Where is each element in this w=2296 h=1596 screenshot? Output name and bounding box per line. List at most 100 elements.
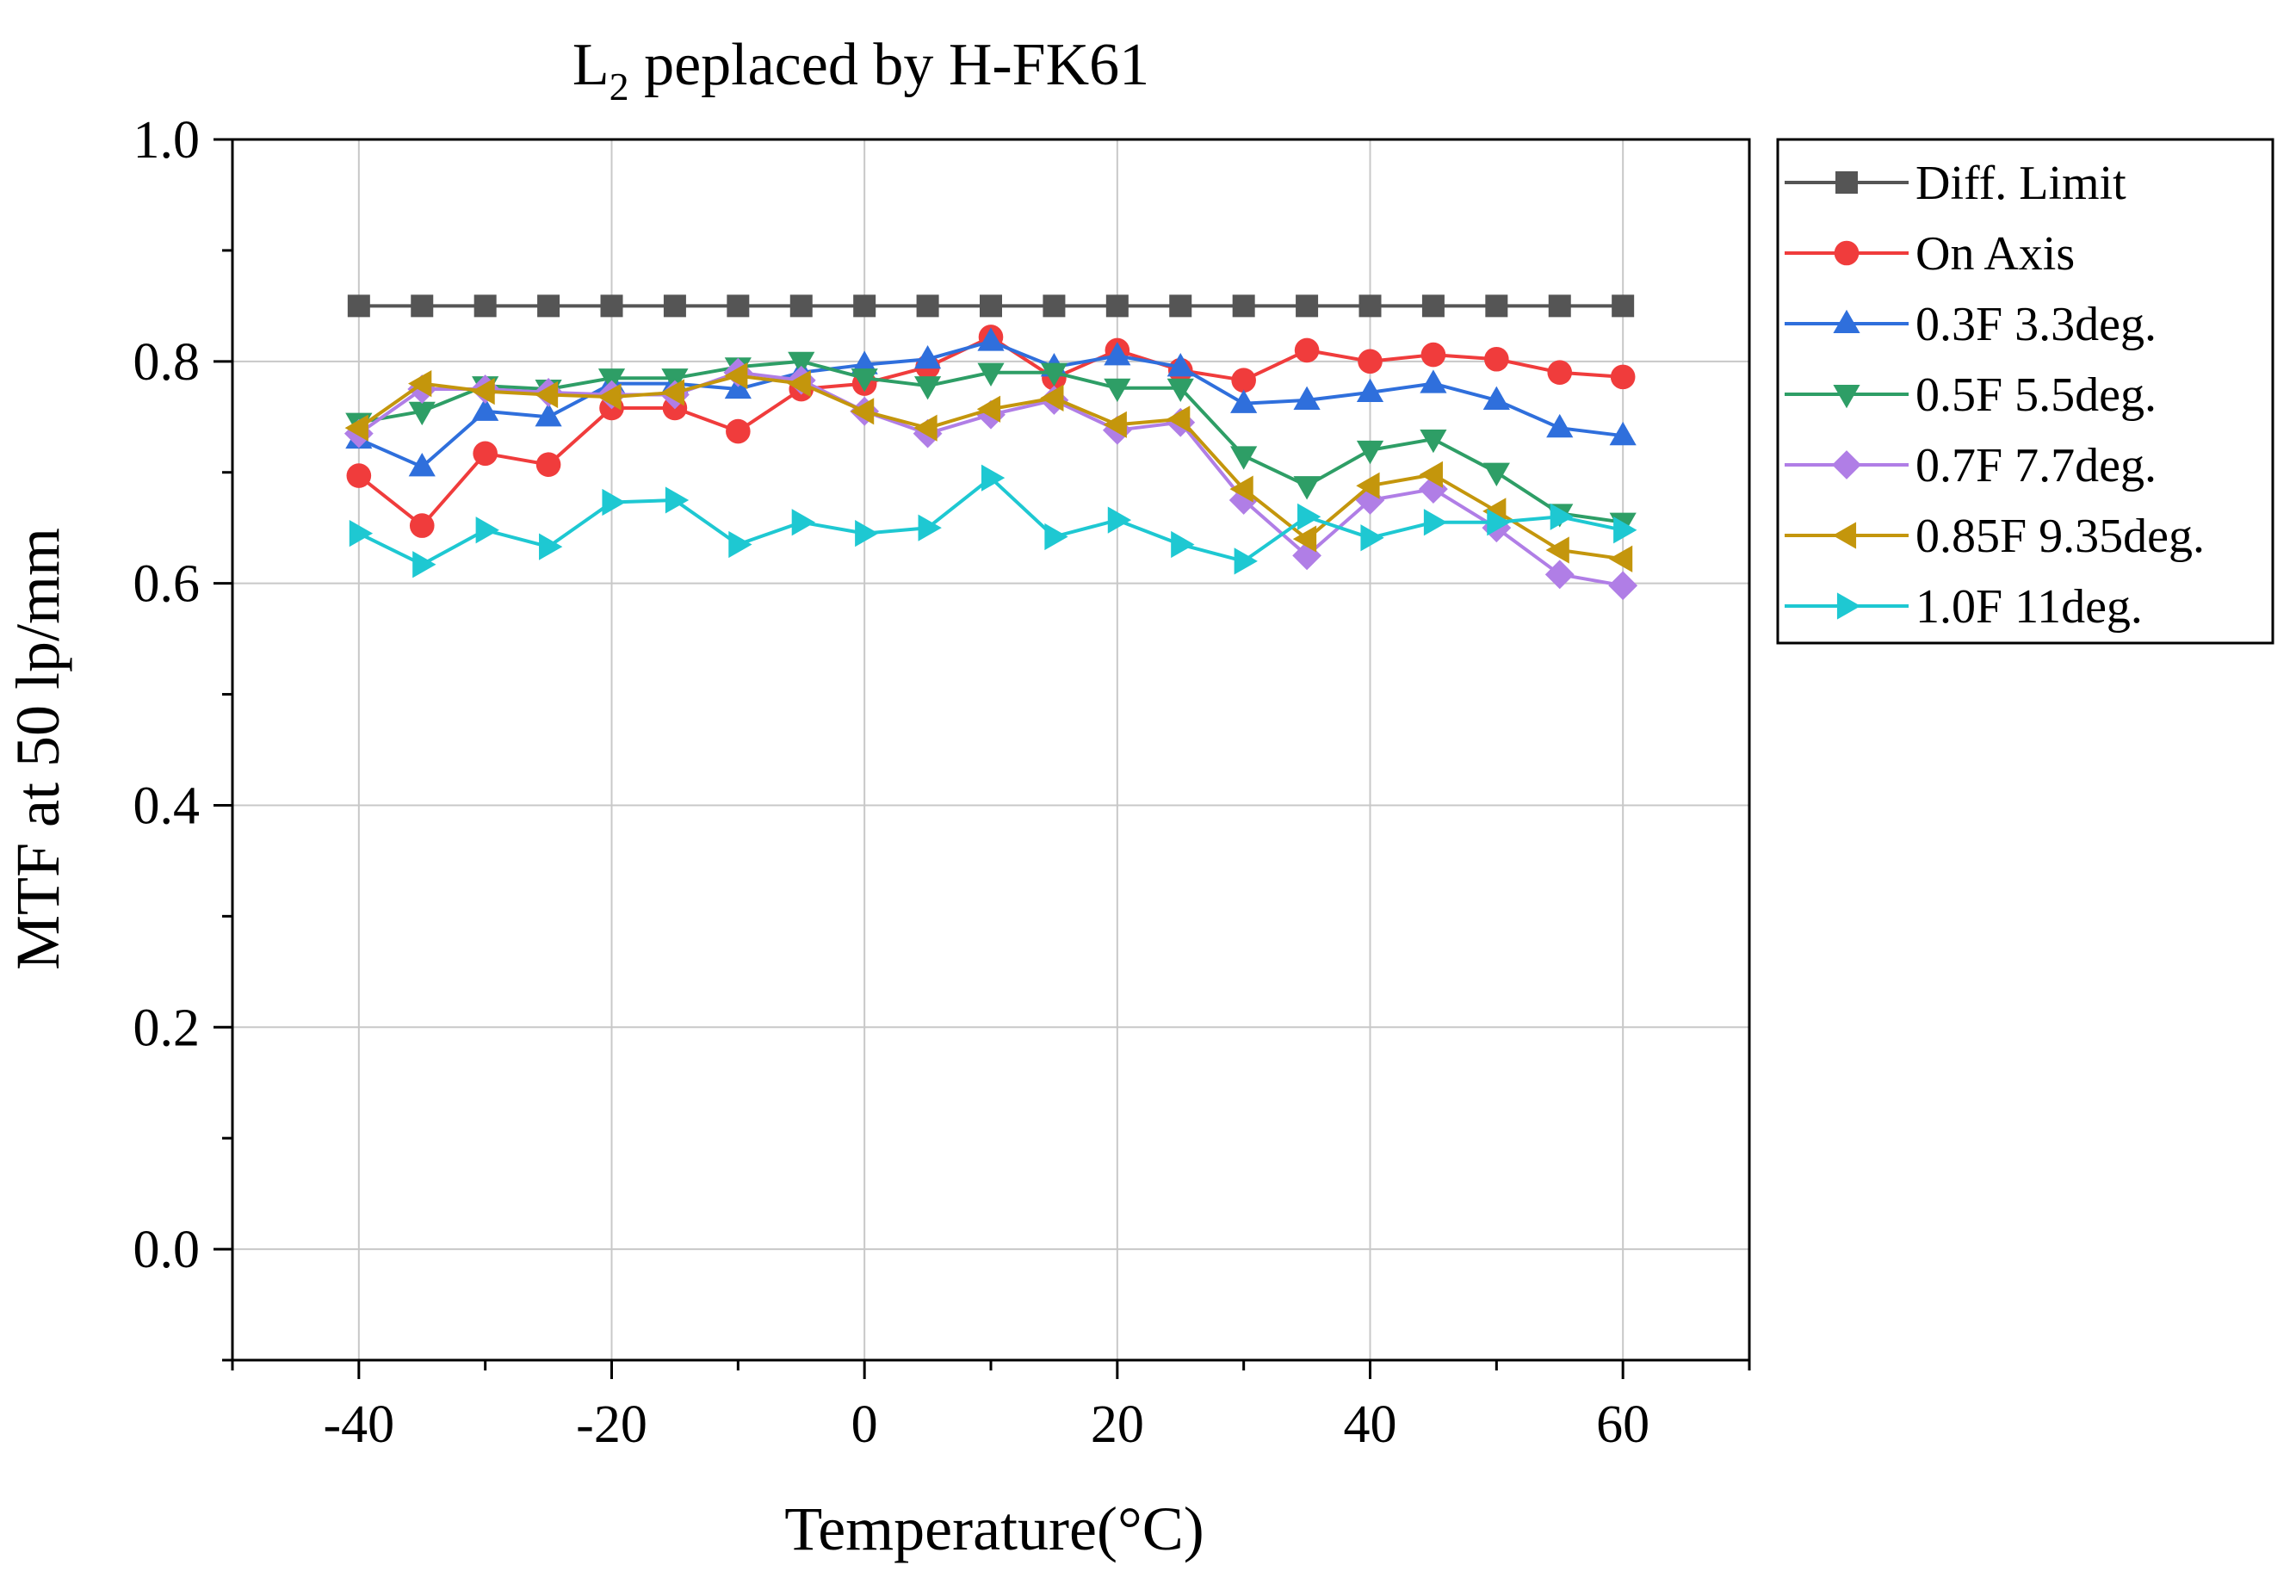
data-point [1358, 294, 1382, 318]
y-tick-label: 0.8 [133, 333, 201, 392]
data-point [1040, 384, 1064, 411]
data-point [1169, 294, 1192, 318]
y-tick-label: 0.2 [133, 999, 201, 1057]
legend-marker [1833, 309, 1860, 334]
data-point [1546, 413, 1574, 438]
data-point [535, 452, 561, 478]
data-point [409, 513, 435, 538]
data-point [1292, 525, 1317, 553]
data-point [1167, 353, 1194, 377]
data-point [597, 383, 622, 411]
data-point [855, 520, 879, 547]
data-point [1104, 378, 1131, 403]
data-point [475, 517, 499, 544]
data-point [913, 344, 942, 369]
y-tick-label: 0.6 [133, 555, 201, 614]
data-point [976, 395, 1001, 423]
data-point [788, 351, 815, 376]
data-point [1419, 474, 1448, 504]
data-point [1171, 530, 1195, 559]
data-point [473, 441, 498, 467]
data-point [344, 414, 368, 442]
data-point [1550, 503, 1574, 530]
legend-label: 0.85F 9.35deg. [1915, 510, 2205, 563]
data-point [913, 414, 938, 442]
data-point [408, 401, 436, 426]
data-point [913, 376, 942, 400]
data-point [1419, 461, 1443, 488]
data-point [1044, 523, 1068, 551]
legend-marker [1832, 450, 1861, 479]
legend-marker [1834, 240, 1860, 266]
x-tick-label: 20 [1091, 1395, 1144, 1454]
data-point [1482, 386, 1510, 410]
data-point [665, 486, 690, 514]
data-point [1545, 536, 1569, 564]
data-point [473, 294, 497, 318]
data-point [851, 368, 878, 393]
legend-label: 0.7F 7.7deg. [1915, 439, 2157, 492]
data-point [472, 397, 499, 421]
legend-entry: Diff. Limit [1785, 157, 2126, 210]
legend-marker [1832, 522, 1857, 549]
data-point [602, 488, 626, 517]
data-point [1421, 294, 1445, 318]
data-point [1420, 369, 1447, 393]
data-point [535, 403, 562, 427]
legend-entry: 0.7F 7.7deg. [1785, 439, 2157, 492]
data-point [1231, 368, 1256, 393]
data-point [726, 418, 751, 444]
legend-label: Diff. Limit [1915, 157, 2126, 210]
data-point [600, 294, 623, 318]
y-tick-label: 0.0 [133, 1221, 201, 1279]
data-point [1104, 342, 1131, 366]
data-point [916, 294, 939, 318]
data-point [1043, 294, 1066, 318]
data-point [977, 327, 1005, 351]
legend-entry: On Axis [1785, 227, 2075, 281]
data-point [408, 370, 432, 398]
data-point [411, 294, 434, 318]
data-point [980, 294, 1002, 318]
x-tick-label: -40 [324, 1395, 395, 1454]
y-tick-label: 0.4 [133, 776, 201, 835]
data-point [1103, 411, 1127, 438]
data-point [1040, 362, 1068, 387]
legend-entry: 1.0F 11deg. [1785, 580, 2143, 634]
data-point [850, 398, 875, 425]
data-point [534, 380, 559, 409]
data-point [1485, 294, 1508, 318]
y-tick-label: 1.0 [133, 111, 201, 170]
data-point [853, 294, 876, 318]
data-point [1167, 378, 1194, 403]
data-point [791, 509, 815, 536]
data-point [412, 551, 436, 578]
data-point [727, 294, 750, 318]
data-point [981, 464, 1006, 492]
legend-entry: 0.3F 3.3deg. [1785, 298, 2157, 351]
legend-entry: 0.5F 5.5deg. [1785, 368, 2157, 422]
data-point [663, 294, 686, 318]
data-point [1423, 509, 1448, 536]
data-point [1609, 421, 1637, 446]
data-point [347, 294, 370, 318]
series-diff-limit [347, 294, 1635, 318]
data-point [1356, 472, 1380, 499]
chart-title: L2 peplaced by H-FK61 [572, 32, 1149, 108]
data-point [1232, 294, 1255, 318]
y-axis-label: MTF at 50 lp/mm [3, 528, 72, 970]
data-point [1612, 294, 1635, 318]
legend-marker [1833, 384, 1860, 409]
data-point [1293, 476, 1321, 500]
legend-label: 1.0F 11deg. [1915, 580, 2143, 634]
data-point [1548, 294, 1571, 318]
data-point [851, 350, 878, 374]
data-point [728, 530, 752, 559]
data-point [1613, 517, 1637, 544]
legend-marker [1835, 171, 1858, 194]
data-point [1297, 503, 1321, 530]
x-tick-label: 0 [851, 1395, 878, 1454]
legend-entry: 0.85F 9.35deg. [1785, 510, 2205, 563]
series-0-85f-9-35deg [344, 362, 1633, 572]
